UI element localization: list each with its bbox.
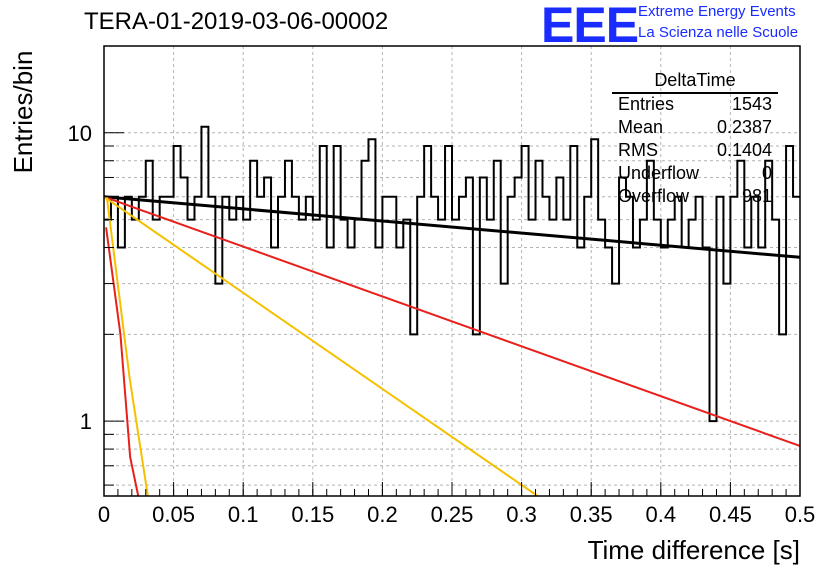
y-axis-label: Entries/bin — [8, 51, 38, 174]
fit-line-red-slow — [103, 195, 801, 447]
stats-label: Mean — [618, 117, 664, 137]
logo-line-1: Extreme Energy Events — [638, 3, 796, 20]
stats-value: 0 — [761, 163, 772, 183]
stats-row-rms: RMS 0.1404 — [612, 140, 778, 163]
stats-label: Underflow — [618, 163, 700, 183]
chart-title: TERA-01-2019-03-06-00002 — [84, 8, 389, 35]
x-tick-label: 0.1 — [228, 502, 259, 527]
fit-curves — [103, 195, 801, 497]
stats-value: 0.2387 — [716, 117, 772, 137]
x-tick-label: 0.4 — [646, 502, 677, 527]
stats-value: 1543 — [731, 94, 772, 114]
stats-value: 0.1404 — [716, 140, 772, 160]
x-axis-label: Time difference [s] — [588, 535, 800, 565]
fit-line-yellow-slow — [103, 195, 539, 497]
stats-row-mean: Mean 0.2387 — [612, 117, 778, 140]
stats-row-underflow: Underflow 0 — [612, 163, 778, 186]
x-tick-label: 0.3 — [506, 502, 537, 527]
x-tick-label: 0.5 — [785, 502, 816, 527]
x-tick-label: 0.05 — [152, 502, 195, 527]
stats-box: DeltaTime Entries 1543 Mean 0.2387 RMS 0… — [612, 70, 778, 209]
fit-line-black — [103, 195, 801, 259]
x-tick-label: 0.2 — [367, 502, 398, 527]
logo-line-2: La Scienza nelle Scuole — [638, 24, 799, 41]
y-tick-label: 1 — [80, 409, 92, 434]
stats-label: RMS — [618, 140, 658, 160]
stats-row-entries: Entries 1543 — [612, 94, 778, 117]
fit-line-yellow-fast — [105, 196, 149, 497]
y-tick-label: 10 — [68, 121, 92, 146]
stats-label: Overflow — [618, 186, 690, 206]
stats-divider — [612, 92, 778, 94]
stats-row-overflow: Overflow 981 — [612, 186, 778, 209]
fit-line-red-fast — [105, 227, 140, 497]
x-tick-label: 0.35 — [570, 502, 613, 527]
x-tick-label: 0 — [98, 502, 110, 527]
eee-logo: EEE — [541, 0, 639, 53]
x-tick-label: 0.45 — [709, 502, 752, 527]
x-tick-label: 0.15 — [291, 502, 334, 527]
x-tick-label: 0.25 — [431, 502, 474, 527]
axes: 0 0.05 0.1 0.15 0.2 0.25 0.3 0.35 0.4 0.45 0.5 1 10 — [68, 45, 816, 527]
stats-label: Entries — [618, 94, 675, 114]
stats-title: DeltaTime — [654, 70, 736, 90]
stats-value: 981 — [741, 186, 772, 206]
